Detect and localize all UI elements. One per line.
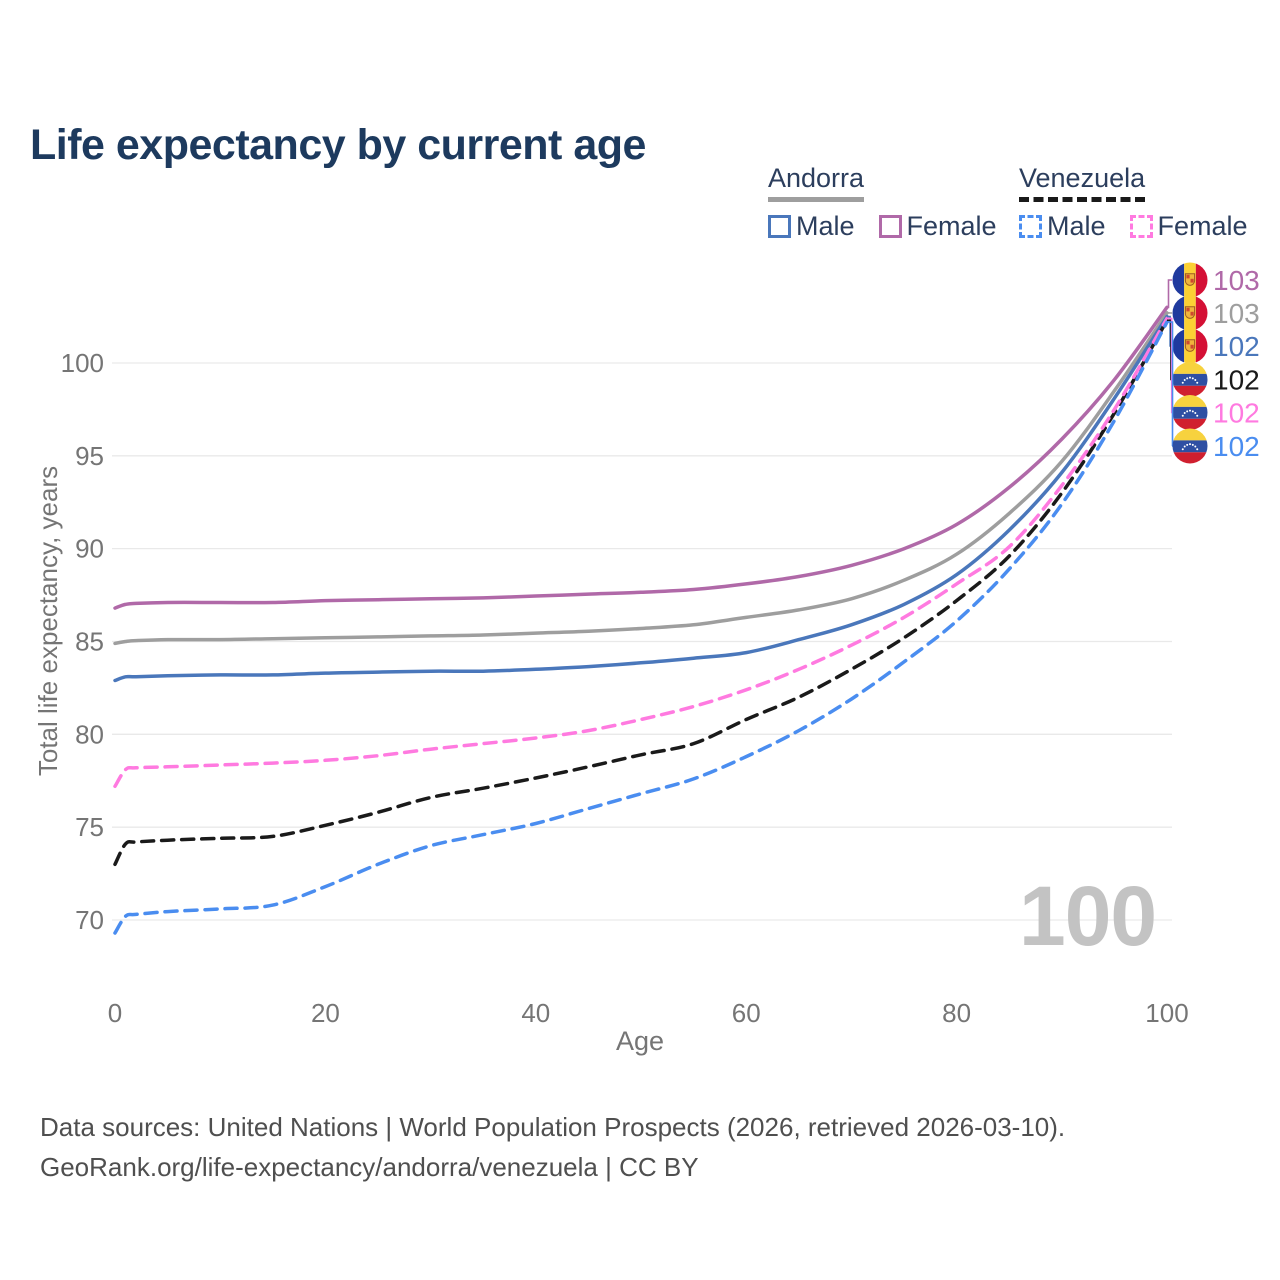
footer-sources-line: Data sources: United Nations | World Pop… bbox=[40, 1112, 1066, 1142]
series-end-value: 103 bbox=[1213, 298, 1260, 329]
legend-item-label: Male bbox=[1047, 211, 1106, 241]
venezuela-female-swatch-icon bbox=[1129, 215, 1153, 238]
venezuela-flag-icon bbox=[1172, 428, 1208, 464]
page-title: Life expectancy by current age bbox=[30, 120, 646, 169]
age-watermark: 100 bbox=[1019, 869, 1157, 963]
series-line-venezuela-female[interactable] bbox=[113, 316, 1169, 789]
end-label-connector bbox=[1167, 321, 1174, 447]
gridlines: 70 75 80 85 90 95 100 0 20 40 60 80 100 bbox=[61, 348, 1189, 1028]
x-tick-label: 0 bbox=[108, 998, 122, 1028]
legend-item-venezuela-female[interactable]: Female bbox=[1129, 211, 1248, 242]
x-tick-label: 80 bbox=[942, 998, 971, 1028]
legend-item-label: Male bbox=[796, 211, 855, 241]
x-tick-label: 60 bbox=[732, 998, 761, 1028]
data-sources-footer: Data sources: United Nations | World Pop… bbox=[40, 1107, 1240, 1187]
series-line-andorra-female[interactable] bbox=[113, 305, 1169, 610]
series-line-venezuela-male[interactable] bbox=[113, 320, 1169, 935]
venezuela-flag-icon bbox=[1172, 362, 1208, 397]
y-tick-label: 85 bbox=[75, 626, 104, 656]
y-tick-label: 95 bbox=[75, 441, 104, 471]
x-tick-label: 20 bbox=[311, 998, 340, 1028]
series-lines bbox=[113, 305, 1169, 935]
footer-attribution-line[interactable]: GeoRank.org/life-expectancy/andorra/vene… bbox=[40, 1152, 699, 1182]
y-axis-title: Total life expectancy, years bbox=[33, 465, 63, 777]
legend-item-andorra-male[interactable]: Male bbox=[768, 211, 855, 242]
series-end-value: 102 bbox=[1213, 431, 1260, 462]
legend-group-andorra: Andorra Male Female bbox=[768, 163, 997, 242]
legend-group-venezuela: Venezuela Male Female bbox=[1019, 163, 1248, 242]
series-line-venezuela-both-sexes[interactable] bbox=[113, 318, 1169, 867]
andorra-flag-icon bbox=[1172, 295, 1208, 331]
series-end-value: 102 bbox=[1213, 398, 1260, 429]
y-tick-label: 100 bbox=[61, 348, 104, 378]
legend-item-andorra-female[interactable]: Female bbox=[878, 211, 997, 242]
y-tick-label: 90 bbox=[75, 534, 104, 564]
legend-item-venezuela-male[interactable]: Male bbox=[1019, 211, 1106, 242]
y-tick-label: 80 bbox=[75, 719, 104, 749]
series-end-value: 102 bbox=[1213, 365, 1260, 396]
venezuela-male-swatch-icon bbox=[1019, 215, 1042, 238]
series-end-value: 102 bbox=[1213, 331, 1260, 362]
legend-header-venezuela[interactable]: Venezuela bbox=[1019, 163, 1146, 202]
series-line-andorra-male[interactable] bbox=[113, 314, 1169, 683]
end-label-connector bbox=[1167, 279, 1172, 309]
series-end-value: 103 bbox=[1213, 265, 1260, 296]
x-axis-title: Age bbox=[615, 1026, 665, 1056]
series-line-andorra-both-sexes[interactable] bbox=[113, 311, 1169, 646]
legend-header-andorra[interactable]: Andorra bbox=[768, 163, 865, 202]
legend-item-label: Female bbox=[1157, 211, 1248, 241]
andorra-male-swatch-icon bbox=[768, 215, 791, 238]
y-tick-label: 75 bbox=[75, 812, 104, 842]
x-tick-label: 40 bbox=[521, 998, 550, 1028]
andorra-flag-icon bbox=[1172, 328, 1208, 364]
x-tick-label: 100 bbox=[1145, 998, 1188, 1028]
venezuela-flag-icon bbox=[1172, 395, 1208, 430]
legend-item-label: Female bbox=[906, 211, 997, 241]
andorra-flag-icon bbox=[1172, 262, 1208, 298]
y-tick-label: 70 bbox=[75, 905, 104, 935]
andorra-female-swatch-icon bbox=[878, 215, 902, 238]
